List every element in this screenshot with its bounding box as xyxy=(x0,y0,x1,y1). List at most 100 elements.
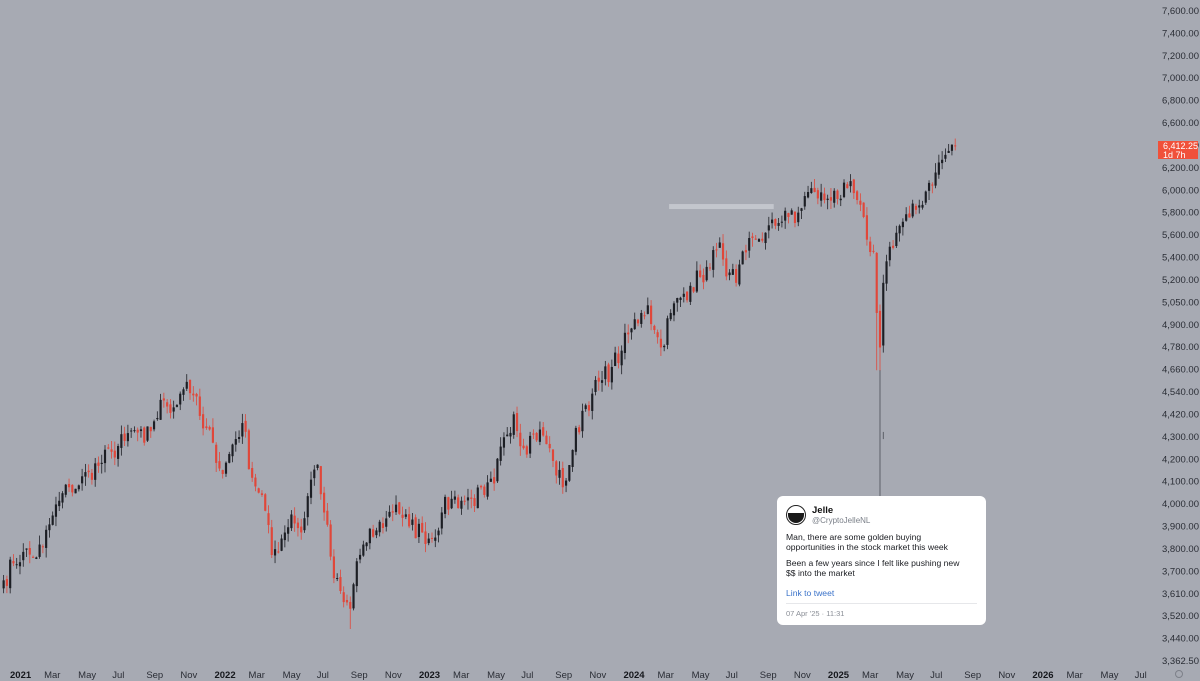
candle-body xyxy=(813,187,816,193)
y-tick-label: 3,800.00 xyxy=(1162,544,1199,555)
candle-body xyxy=(806,192,810,198)
candle-body xyxy=(496,458,499,482)
candle-body xyxy=(247,430,250,470)
tweet-author-name: Jelle xyxy=(812,504,834,516)
bar-countdown: 1d 7h xyxy=(1163,150,1186,160)
candle-body xyxy=(636,319,640,324)
y-tick-label: 3,900.00 xyxy=(1162,522,1199,533)
x-month-label: May xyxy=(487,670,505,681)
candle-body xyxy=(277,551,280,553)
time-axis[interactable]: 2021 Mar May Jul Sep Nov 2022 Mar May Jul Sep Nov 20… xyxy=(10,670,1147,681)
candle-body xyxy=(515,413,519,432)
candle-body xyxy=(610,366,613,383)
x-year-label: 2026 xyxy=(1032,670,1053,681)
candle-body xyxy=(166,402,169,407)
candle-body xyxy=(329,524,332,557)
x-month-label: Jul xyxy=(726,670,738,681)
y-tick-label: 4,660.00 xyxy=(1162,365,1199,376)
candle-body xyxy=(620,350,623,366)
candle-body xyxy=(234,439,237,445)
candle-body xyxy=(525,446,528,455)
price-axis[interactable]: 7,600.00 7,400.00 7,200.00 7,000.00 6,800.00… xyxy=(1162,6,1199,667)
candle-body xyxy=(878,310,882,348)
candle-body xyxy=(744,250,748,253)
candle-body xyxy=(90,472,94,480)
candle-body xyxy=(162,398,165,401)
candle-body xyxy=(885,261,888,284)
y-tick-label: 7,000.00 xyxy=(1162,73,1199,84)
tweet-author: Jelle @CryptoJelleNL xyxy=(812,505,870,526)
x-month-label: May xyxy=(1101,670,1119,681)
candle-body xyxy=(87,470,90,473)
candle-body xyxy=(918,205,921,208)
candle-body xyxy=(509,432,512,437)
candle-body xyxy=(221,469,224,475)
candle-body xyxy=(895,232,898,247)
candle-body xyxy=(9,559,12,589)
settings-icon[interactable] xyxy=(1175,670,1183,678)
candle-body xyxy=(685,291,689,301)
candle-body xyxy=(28,548,31,555)
candle-body xyxy=(41,546,44,548)
candle-body xyxy=(267,513,270,526)
candle-body xyxy=(803,196,806,207)
candle-body xyxy=(152,421,156,430)
candle-body xyxy=(401,514,404,518)
candle-body xyxy=(463,500,466,502)
candle-body xyxy=(460,500,463,509)
y-tick-label: 4,300.00 xyxy=(1162,432,1199,443)
candle-body xyxy=(846,184,849,189)
y-tick-label: 3,362.50 xyxy=(1162,656,1199,667)
candle-body xyxy=(839,198,842,201)
y-tick-label: 6,800.00 xyxy=(1162,96,1199,107)
y-tick-label: 4,780.00 xyxy=(1162,342,1199,353)
candle-body xyxy=(224,462,228,474)
candle-body xyxy=(12,561,15,564)
candle-body xyxy=(872,250,875,252)
x-month-label: Sep xyxy=(964,670,981,681)
candle-body xyxy=(381,523,385,528)
candle-body xyxy=(440,512,443,529)
candle-body xyxy=(564,480,568,486)
candle-body xyxy=(627,332,630,335)
candle-body xyxy=(856,191,859,201)
candle-body xyxy=(35,557,38,559)
candle-body xyxy=(283,532,286,541)
candle-body xyxy=(25,548,28,550)
candle-body xyxy=(368,528,371,544)
y-tick-label: 5,600.00 xyxy=(1162,230,1199,241)
candle-body xyxy=(424,531,427,544)
candle-body xyxy=(594,379,597,392)
candle-body xyxy=(437,530,440,536)
candle-body xyxy=(372,529,375,537)
tweet-link[interactable]: Link to tweet xyxy=(786,588,835,598)
candle-body xyxy=(355,561,358,587)
candle-body xyxy=(22,551,25,561)
candle-body xyxy=(731,269,734,275)
candle-body xyxy=(136,429,139,433)
candle-body xyxy=(257,488,260,493)
candle-body xyxy=(614,352,617,367)
candle-body xyxy=(764,232,767,244)
candle-body xyxy=(735,269,738,283)
candle-body xyxy=(891,245,895,248)
candle-body xyxy=(771,219,774,224)
candle-body xyxy=(61,493,64,503)
candle-body xyxy=(780,221,783,223)
candle-body xyxy=(646,305,649,314)
candle-body xyxy=(54,504,58,517)
x-month-label: Nov xyxy=(794,670,811,681)
candle-body xyxy=(486,482,489,497)
x-year-label: 2023 xyxy=(419,670,440,681)
x-month-label: May xyxy=(78,670,96,681)
x-month-label: Mar xyxy=(44,670,60,681)
candle-body xyxy=(260,493,264,495)
candle-body xyxy=(823,193,826,201)
candle-body xyxy=(535,432,538,441)
candle-body xyxy=(67,483,71,488)
x-month-label: Nov xyxy=(998,670,1015,681)
y-tick-label: 6,600.00 xyxy=(1162,118,1199,129)
candle-body xyxy=(898,225,901,234)
candle-body xyxy=(45,529,48,548)
